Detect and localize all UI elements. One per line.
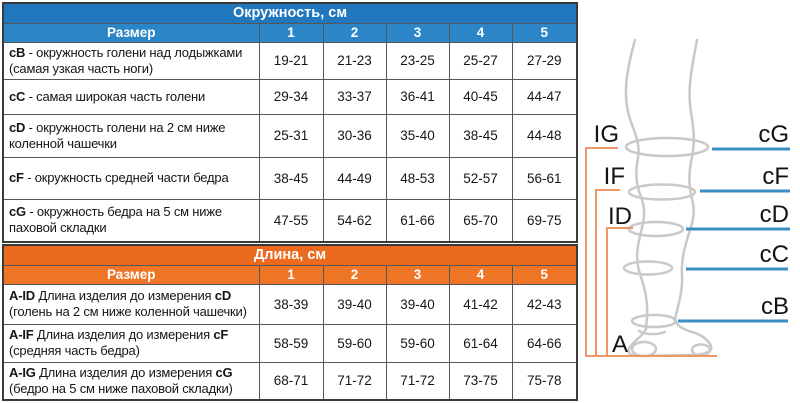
- row-label-cC: cC - самая широкая часть голени: [2, 78, 260, 115]
- size-label: Размер: [2, 264, 260, 285]
- circumference-size-row: Размер 1 2 3 4 5: [2, 22, 578, 43]
- cell-value: 69-75: [511, 198, 578, 243]
- cell-value: 35-40: [385, 113, 450, 158]
- row-label-A-IG: A-IG Длина изделия до измерения cG (бедр…: [2, 361, 260, 401]
- label-IF: IF: [604, 163, 625, 190]
- cell-value: 44-48: [511, 113, 578, 158]
- bracket-ID: [606, 227, 633, 356]
- cell-value: 44-49: [322, 156, 387, 200]
- length-header-row: Длина, см: [2, 244, 578, 266]
- size-5-header: 5: [511, 264, 578, 285]
- length-brackets: [585, 147, 717, 357]
- cell-value: 52-57: [448, 156, 513, 200]
- cell-value: 25-27: [448, 41, 513, 80]
- cell-value: 61-66: [385, 198, 450, 243]
- cell-value: 21-23: [322, 41, 387, 80]
- table-row: A-ID Длина изделия до измерения cD (голе…: [2, 283, 578, 325]
- table-row: cF - окружность средней части бедра 38-4…: [2, 156, 578, 200]
- cell-value: 47-55: [258, 198, 324, 243]
- size-label: Размер: [2, 22, 260, 43]
- cell-value: 42-43: [511, 283, 578, 325]
- table-row: cC - самая широкая часть голени 29-34 33…: [2, 78, 578, 115]
- cell-value: 71-72: [322, 361, 387, 401]
- size-4-header: 4: [448, 22, 513, 43]
- size-1-header: 1: [258, 22, 324, 43]
- size-2-header: 2: [322, 264, 387, 285]
- cell-value: 39-40: [385, 283, 450, 325]
- size-5-header: 5: [511, 22, 578, 43]
- length-title: Длина, см: [2, 244, 578, 266]
- cell-value: 19-21: [258, 41, 324, 80]
- cell-value: 29-34: [258, 78, 324, 115]
- cell-value: 56-61: [511, 156, 578, 200]
- bracket-IF: [595, 189, 620, 356]
- label-cG: cG: [758, 121, 789, 148]
- label-cD: cD: [760, 201, 789, 228]
- cell-value: 38-45: [448, 113, 513, 158]
- cell-value: 59-60: [322, 323, 387, 363]
- cell-value: 39-40: [322, 283, 387, 325]
- table-row: A-IF Длина изделия до измерения cF (сред…: [2, 323, 578, 363]
- cell-value: 65-70: [448, 198, 513, 243]
- circumference-title: Окружность, см: [2, 2, 578, 24]
- label-ID: ID: [608, 203, 632, 230]
- row-label-A-ID: A-ID Длина изделия до измерения cD (голе…: [2, 283, 260, 325]
- size-1-header: 1: [258, 264, 324, 285]
- circumference-header-row: Окружность, см: [2, 2, 578, 24]
- ellipse-cF: [627, 183, 697, 201]
- row-label-cD: cD - окружность голени на 2 см ниже коле…: [2, 113, 260, 158]
- label-IG: IG: [594, 121, 619, 148]
- circumference-table: Окружность, см Размер 1 2 3 4 5 cB - окр…: [2, 2, 579, 243]
- size-3-header: 3: [385, 264, 450, 285]
- cell-value: 58-59: [258, 323, 324, 363]
- size-3-header: 3: [385, 22, 450, 43]
- cell-value: 33-37: [322, 78, 387, 115]
- row-label-cG: cG - окружность бедра на 5 см ниже пахов…: [2, 198, 260, 243]
- cell-value: 36-41: [385, 78, 450, 115]
- ellipse-cC: [622, 260, 674, 276]
- label-cC: cC: [760, 241, 789, 268]
- table-row: cB - окружность голени над лодыжками (са…: [2, 41, 578, 80]
- cell-value: 41-42: [448, 283, 513, 325]
- cell-value: 64-66: [511, 323, 578, 363]
- cell-value: 30-36: [322, 113, 387, 158]
- length-table: Длина, см Размер 1 2 3 4 5 A-ID Длина из…: [2, 244, 579, 401]
- length-size-row: Размер 1 2 3 4 5: [2, 264, 578, 285]
- cell-value: 38-45: [258, 156, 324, 200]
- label-cF: cF: [762, 163, 789, 190]
- ellipse-cB: [630, 313, 678, 329]
- cell-value: 73-75: [448, 361, 513, 401]
- cell-value: 48-53: [385, 156, 450, 200]
- cell-value: 27-29: [511, 41, 578, 80]
- cell-value: 61-64: [448, 323, 513, 363]
- ellipse-cD: [627, 220, 685, 238]
- label-cB: cB: [761, 293, 789, 320]
- size-4-header: 4: [448, 264, 513, 285]
- cell-value: 44-47: [511, 78, 578, 115]
- table-row: cD - окружность голени на 2 см ниже коле…: [2, 113, 578, 158]
- row-label-cB: cB - окружность голени над лодыжками (са…: [2, 41, 260, 80]
- table-row: cG - окружность бедра на 5 см ниже пахов…: [2, 198, 578, 243]
- row-label-A-IF: A-IF Длина изделия до измерения cF (сред…: [2, 323, 260, 363]
- heel-outline: [630, 340, 658, 358]
- circumference-level-lines: [678, 147, 790, 323]
- bracket-IG: [585, 147, 618, 356]
- leg-measurement-diagram: IG IF ID A cG cF cD cC cB: [585, 38, 790, 358]
- ellipse-cG: [624, 136, 710, 158]
- ankle-crease: [637, 329, 667, 336]
- cell-value: 40-45: [448, 78, 513, 115]
- cell-value: 59-60: [385, 323, 450, 363]
- cell-value: 25-31: [258, 113, 324, 158]
- table-row: A-IG Длина изделия до измерения cG (бедр…: [2, 361, 578, 401]
- cell-value: 54-62: [322, 198, 387, 243]
- measurement-ellipses: [622, 136, 710, 329]
- cell-value: 71-72: [385, 361, 450, 401]
- size-2-header: 2: [322, 22, 387, 43]
- row-label-cF: cF - окружность средней части бедра: [2, 156, 260, 200]
- cell-value: 38-39: [258, 283, 324, 325]
- cell-value: 23-25: [385, 41, 450, 80]
- cell-value: 68-71: [258, 361, 324, 401]
- cell-value: 75-78: [511, 361, 578, 401]
- label-A: A: [612, 331, 628, 358]
